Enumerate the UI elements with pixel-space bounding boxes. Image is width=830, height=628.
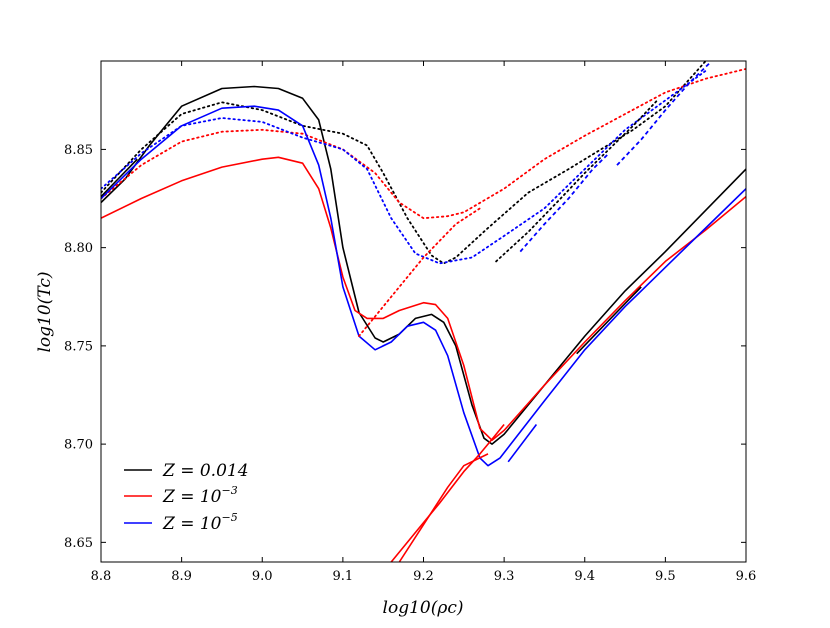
series-line-8: [358, 207, 481, 337]
legend-label-red: Z = 10−3: [162, 484, 238, 507]
series-line-10: [519, 152, 610, 253]
series-line-2: [101, 156, 746, 441]
series-line-3: [101, 68, 746, 220]
x-tick-label: 8.9: [171, 569, 192, 584]
series-line-4: [101, 105, 746, 467]
x-tick-label: 9.0: [252, 569, 273, 584]
y-tick-label: 8.75: [64, 339, 93, 354]
series-line-11: [616, 62, 711, 166]
ticks-layer: 8.8 8.9 9.0 9.1 9.2 9.3 9.4 9.5 9.6 8.65 8.70 8.75 8…: [64, 61, 756, 584]
x-tick-label: 9.6: [736, 569, 757, 584]
series-line-14: [507, 424, 538, 463]
series-line-1: [101, 61, 707, 265]
y-tick-label: 8.80: [64, 241, 93, 256]
x-tick-label: 9.3: [494, 569, 515, 584]
legend-label-black: Z = 0.014: [162, 461, 249, 481]
legend: Z = 0.014 Z = 10−3 Z = 10−5: [124, 461, 249, 534]
series-line-7: [398, 453, 489, 562]
plot-background: [101, 61, 746, 562]
series-line-6: [390, 423, 505, 562]
legend-exponent-blue: −5: [222, 511, 238, 524]
series-line-5: [101, 69, 707, 265]
series-layer: [101, 61, 746, 562]
x-tick-label: 9.5: [655, 569, 676, 584]
x-tick-label: 9.2: [413, 569, 434, 584]
legend-label-blue: Z = 10−5: [162, 511, 238, 534]
x-tick-label: 9.1: [333, 569, 354, 584]
x-tick-label: 9.4: [574, 569, 595, 584]
y-tick-label: 8.70: [64, 438, 93, 453]
y-axis-title: log10(Tc): [35, 272, 55, 353]
x-tick-label: 8.8: [91, 569, 112, 584]
series-line-9: [495, 99, 659, 263]
plot-frame: [100, 60, 747, 563]
y-tick-label: 8.65: [64, 536, 93, 551]
legend-exponent-red: −3: [222, 484, 238, 497]
x-axis-title: log10(ρc): [383, 598, 464, 618]
series-line-13: [576, 286, 642, 355]
y-tick-label: 8.85: [64, 143, 93, 158]
series-line-12: [101, 158, 138, 198]
